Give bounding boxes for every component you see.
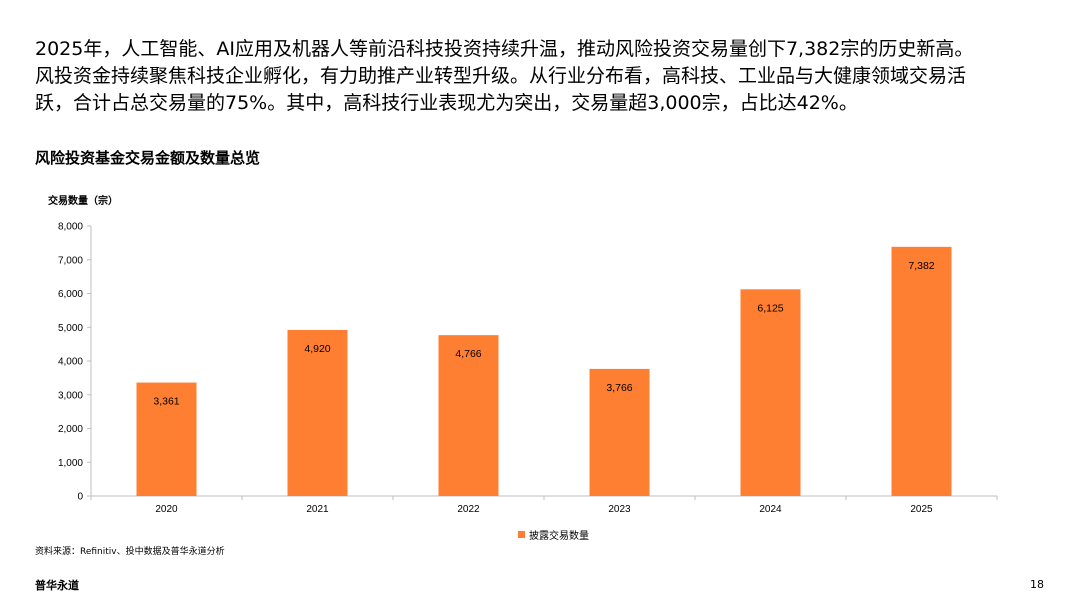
data-label-2025: 7,382 <box>908 260 934 272</box>
data-label-2020: 3,361 <box>153 396 179 408</box>
intro-line-1: 2025年，人工智能、AI应用及机器人等前沿科技投资持续升温，推动风险投资交易量… <box>35 38 974 60</box>
chart-title: 风险投资基金交易金额及数量总览 <box>35 149 261 167</box>
data-label-2022: 4,766 <box>455 348 481 360</box>
y-tick-label: 3,000 <box>58 390 83 401</box>
bar-2021 <box>287 329 348 496</box>
y-axis-label: 交易数量（宗） <box>48 196 118 207</box>
intro-line-2: 风投资金持续聚焦科技企业孵化，有力助推产业转型升级。从行业分布看，高科技、工业品… <box>35 65 967 87</box>
x-tick-label-2023: 2023 <box>608 504 631 515</box>
x-tick-label-2025: 2025 <box>910 504 933 515</box>
y-tick-label: 4,000 <box>58 357 83 368</box>
legend-swatch <box>518 531 525 538</box>
y-tick-label: 6,000 <box>58 289 83 300</box>
y-tick-label: 0 <box>77 492 83 503</box>
y-tick-label: 2,000 <box>58 424 83 435</box>
data-label-2024: 6,125 <box>757 302 783 314</box>
y-tick-label: 1,000 <box>58 458 83 469</box>
brand-name: 普华永道 <box>35 579 79 592</box>
bar-2020 <box>136 382 197 496</box>
bar-2024 <box>740 289 801 496</box>
source-note: 资料来源：Refinitiv、投中数据及普华永道分析 <box>35 547 225 557</box>
bar-2023 <box>589 368 650 496</box>
x-tick-label-2020: 2020 <box>155 504 178 515</box>
data-label-2023: 3,766 <box>606 382 632 394</box>
data-label-2021: 4,920 <box>304 343 330 355</box>
chart-legend: 披露交易数量 <box>518 527 589 542</box>
legend-label: 披露交易数量 <box>529 531 589 542</box>
bar-2025 <box>891 246 952 496</box>
x-tick-label-2022: 2022 <box>457 504 480 515</box>
y-tick-label: 8,000 <box>58 222 83 233</box>
intro-paragraph: 2025年，人工智能、AI应用及机器人等前沿科技投资持续升温，推动风险投资交易量… <box>35 36 1055 117</box>
y-tick-label: 5,000 <box>58 323 83 334</box>
page-number: 18 <box>1030 578 1044 591</box>
y-tick-label: 7,000 <box>58 255 83 266</box>
bar-2022 <box>438 335 499 496</box>
intro-line-3: 跃，合计占总交易量的75%。其中，高科技行业表现尤为突出，交易量超3,000宗，… <box>35 92 858 114</box>
x-tick-label-2021: 2021 <box>306 504 329 515</box>
x-tick-label-2024: 2024 <box>759 504 782 515</box>
